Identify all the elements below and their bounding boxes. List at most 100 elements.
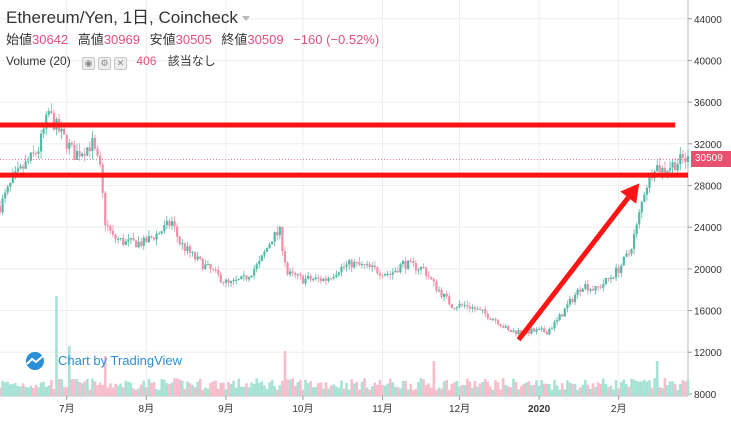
- candle-body: [78, 150, 81, 157]
- volume-bar: [337, 387, 341, 396]
- volume-bar: [6, 381, 10, 396]
- volume-bar: [509, 387, 513, 396]
- volume-bar: [350, 379, 354, 396]
- volume-bar: [501, 378, 505, 396]
- volume-bar: [558, 389, 561, 396]
- candle-body: [389, 273, 392, 275]
- volume-bar: [8, 384, 12, 396]
- candle-body: [199, 256, 202, 259]
- candle-body: [178, 236, 181, 245]
- volume-bar: [147, 378, 151, 396]
- candle-body: [425, 267, 428, 276]
- candle-body: [278, 226, 281, 236]
- volume-bar: [412, 389, 415, 396]
- candle-body: [242, 275, 245, 277]
- candle-body: [573, 294, 577, 303]
- candle-body: [489, 318, 492, 320]
- volume-bar: [596, 382, 600, 396]
- candle-body: [286, 262, 289, 275]
- candle-body: [191, 252, 194, 254]
- candle-body: [686, 155, 690, 162]
- candle-body: [494, 319, 497, 321]
- candle-body: [496, 320, 500, 325]
- candle-body: [145, 237, 148, 243]
- volume-bar: [324, 382, 328, 396]
- volume-bar: [473, 381, 477, 396]
- candle-body: [394, 270, 397, 273]
- candle-body: [227, 279, 230, 283]
- volume-bar: [352, 383, 356, 396]
- candle-body: [504, 326, 507, 328]
- volume-bar: [96, 385, 99, 396]
- eye-icon[interactable]: ◉: [82, 57, 96, 70]
- candle-body: [476, 308, 479, 310]
- watermark-text: Chart by TradingView: [58, 353, 183, 368]
- candle-body: [116, 239, 120, 241]
- volume-bar: [101, 384, 104, 396]
- volume-bar: [206, 388, 210, 396]
- candle-body: [152, 237, 156, 240]
- volume-bar: [219, 383, 223, 396]
- candle-body: [317, 277, 320, 279]
- candle-body: [129, 237, 133, 240]
- candle-body: [604, 278, 607, 285]
- volume-bar: [586, 384, 590, 396]
- volume-bar: [604, 383, 608, 396]
- volume-bar: [681, 380, 685, 396]
- volume-bar: [88, 389, 92, 396]
- candle-body: [684, 158, 687, 162]
- candle-body: [640, 201, 643, 213]
- volume-bar: [134, 389, 138, 396]
- candle-body: [463, 304, 466, 306]
- candle-body: [222, 282, 225, 284]
- candle-body: [383, 274, 387, 276]
- candle-body: [122, 238, 125, 245]
- candle-body: [355, 262, 358, 264]
- candle-body: [358, 262, 361, 265]
- last-price-badge: 30509: [691, 151, 731, 168]
- volume-bar: [50, 380, 53, 396]
- candle-body: [566, 304, 569, 309]
- volume-bar: [530, 385, 533, 396]
- candle-body: [294, 272, 297, 275]
- candle-body: [109, 225, 112, 231]
- candle-body: [273, 231, 276, 242]
- candle-body: [60, 128, 63, 132]
- candle-body: [304, 278, 307, 284]
- candle-body: [674, 162, 677, 171]
- settings-icon[interactable]: ⚙: [98, 57, 112, 70]
- volume-bar: [468, 381, 472, 396]
- volume-bar: [44, 386, 48, 396]
- dropdown-caret-icon[interactable]: [241, 16, 250, 22]
- candle-body: [147, 236, 150, 243]
- candle-body: [173, 221, 176, 227]
- candle-body: [237, 279, 240, 281]
- volume-bar: [514, 381, 518, 396]
- volume-bar: [47, 385, 51, 396]
- volume-bar: [227, 382, 230, 396]
- volume-bar: [394, 386, 397, 396]
- candle-body: [4, 192, 7, 199]
- candle-body: [335, 274, 338, 277]
- volume-bar: [32, 388, 35, 396]
- volume-bar: [3, 382, 7, 396]
- candle-body: [319, 278, 322, 281]
- volume-bar: [668, 381, 672, 396]
- volume-bar: [299, 380, 302, 396]
- close-icon[interactable]: ✕: [114, 57, 128, 70]
- symbol-title[interactable]: Ethereum/Yen, 1日, Coincheck: [6, 8, 379, 28]
- volume-bar: [193, 387, 197, 396]
- candle-body: [271, 241, 274, 245]
- candle-body: [306, 276, 310, 279]
- candle-body: [471, 307, 474, 309]
- candle-body: [576, 289, 579, 295]
- candle-body: [168, 220, 171, 226]
- candle-body: [47, 111, 50, 115]
- candle-body: [555, 319, 559, 322]
- volume-bar: [363, 378, 366, 396]
- candle-body: [350, 260, 353, 268]
- tradingview-watermark[interactable]: Chart by TradingView: [20, 352, 182, 370]
- volume-bar: [214, 380, 217, 396]
